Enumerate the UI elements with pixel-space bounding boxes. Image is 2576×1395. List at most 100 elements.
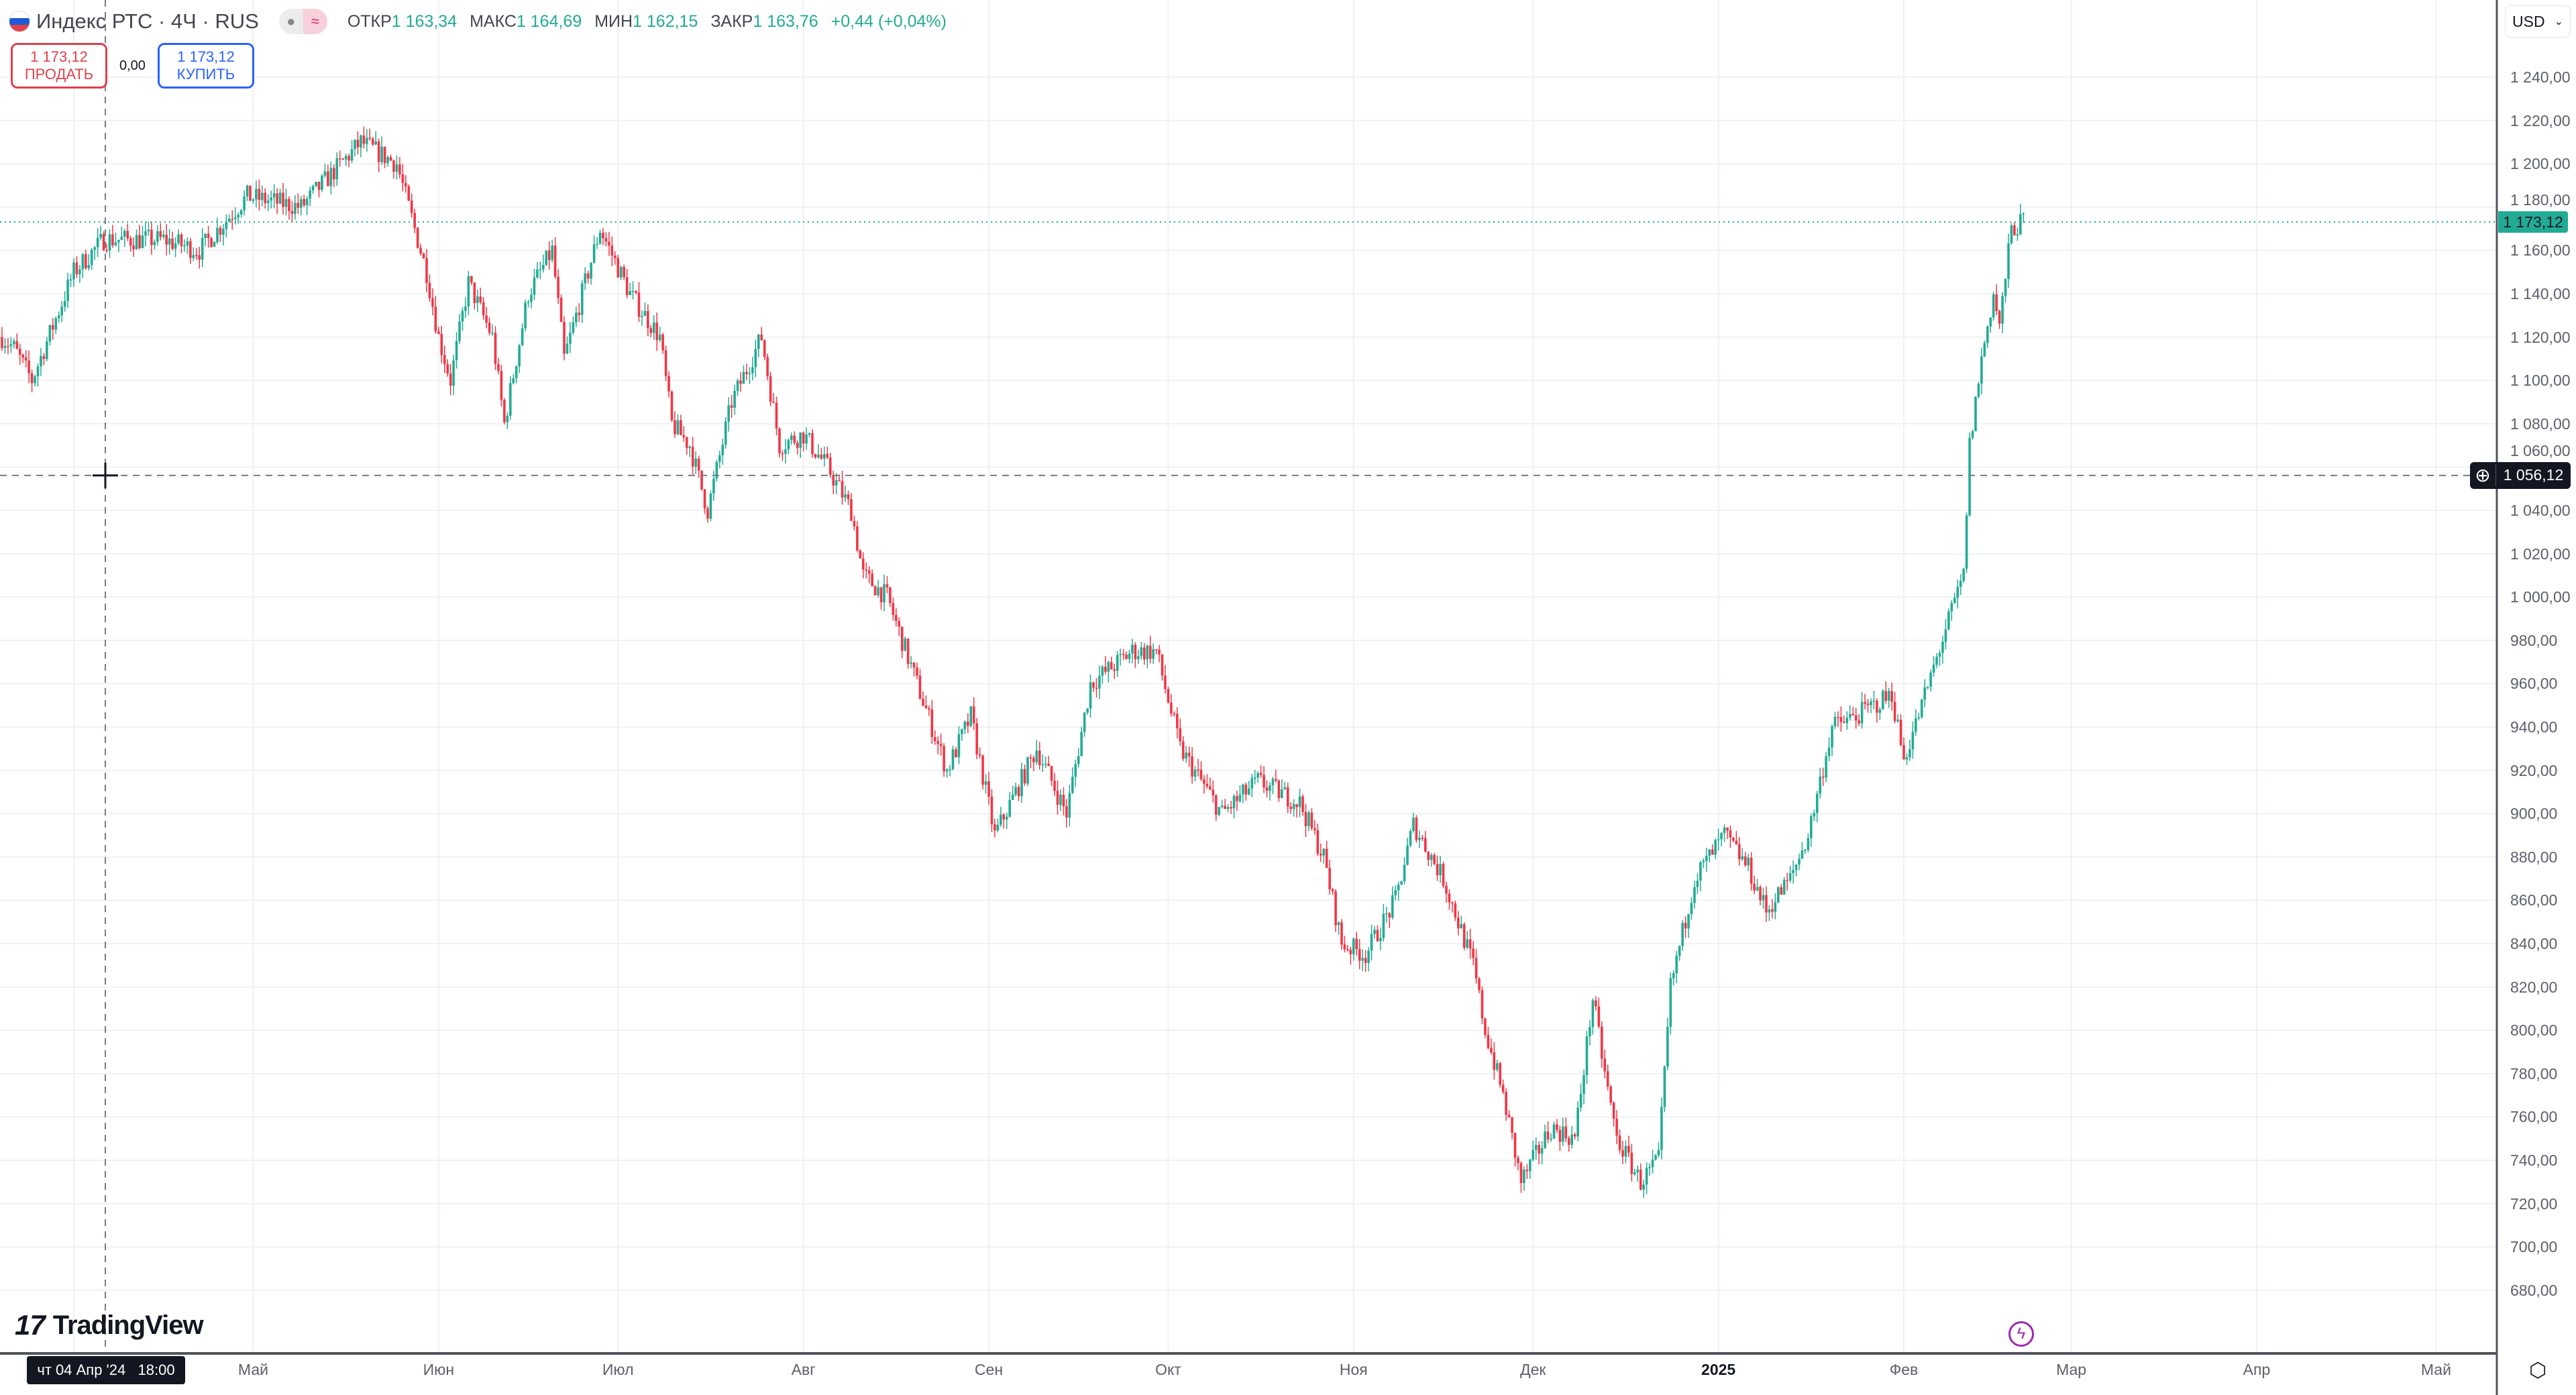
- candle: [1813, 810, 1816, 822]
- candle: [1474, 948, 1478, 984]
- candle: [1896, 714, 1899, 723]
- candle: [321, 174, 323, 192]
- candle: [808, 432, 811, 438]
- candle: [1532, 1140, 1535, 1162]
- candle: [1242, 783, 1244, 803]
- candle: [775, 396, 778, 436]
- candle: [790, 432, 793, 445]
- candle: [111, 225, 114, 248]
- candle: [66, 272, 69, 309]
- candle: [323, 164, 327, 178]
- candle: [48, 324, 52, 346]
- candle: [461, 307, 464, 331]
- candle: [1669, 972, 1672, 1035]
- currency-select[interactable]: USD ⌄: [2505, 5, 2571, 38]
- candle: [1205, 774, 1209, 789]
- price-tick-label: 1 040,00: [2510, 502, 2571, 519]
- candle: [473, 282, 476, 310]
- candle: [879, 586, 883, 610]
- candle: [1047, 755, 1050, 767]
- candle: [1890, 682, 1893, 711]
- candle: [575, 306, 578, 327]
- candle: [1947, 608, 1950, 630]
- candle: [1352, 937, 1355, 961]
- candle: [1893, 691, 1896, 724]
- candle: [237, 212, 239, 224]
- candle: [1148, 636, 1152, 663]
- tradingview-logo[interactable]: 17 TradingView: [15, 1309, 204, 1341]
- candle: [1992, 292, 1995, 321]
- time-tick-label: Мар: [2056, 1361, 2087, 1378]
- price-tick-label: 840,00: [2510, 935, 2558, 952]
- candle: [180, 232, 183, 254]
- candle: [1821, 767, 1825, 786]
- candle: [446, 359, 449, 377]
- close-value: 1 163,76: [753, 11, 818, 31]
- crosshair-cursor-icon: [93, 462, 118, 488]
- candle: [198, 247, 201, 269]
- chart-settings-icon[interactable]: ⬡: [2529, 1359, 2547, 1382]
- candle: [1621, 1141, 1624, 1164]
- candle: [1328, 859, 1331, 895]
- candle: [192, 247, 195, 262]
- candle: [1346, 945, 1349, 952]
- symbol-title[interactable]: Индекс РТС · 4Ч · RUS: [36, 9, 259, 33]
- candle: [559, 294, 563, 323]
- candle: [885, 576, 889, 594]
- low-label: МИН: [594, 11, 633, 31]
- candle: [401, 164, 405, 192]
- candle: [1364, 950, 1367, 972]
- last-price-label: 1 173,12: [2498, 211, 2568, 233]
- candle: [1804, 848, 1807, 854]
- candle: [1462, 922, 1466, 950]
- sell-button[interactable]: 1 173,12 ПРОДАТЬ: [11, 43, 107, 89]
- candle: [1000, 806, 1002, 828]
- candle: [1197, 759, 1199, 777]
- candle: [1161, 654, 1164, 681]
- candle: [1226, 803, 1230, 813]
- open-value: 1 163,34: [391, 11, 458, 31]
- candle: [1615, 1110, 1618, 1144]
- candle: [99, 225, 102, 241]
- candle: [272, 184, 276, 209]
- candle: [362, 126, 366, 149]
- price-tick-label: 1 180,00: [2510, 191, 2571, 209]
- status-pill[interactable]: ● ≈: [278, 9, 327, 34]
- price-tick-label: 700,00: [2510, 1238, 2558, 1256]
- crosshair-price: 1 056,12: [2503, 466, 2564, 484]
- candle: [793, 431, 796, 445]
- candle: [1959, 574, 1962, 596]
- candle: [1367, 947, 1370, 972]
- candles: [1, 126, 2025, 1198]
- price-tick-label: 720,00: [2510, 1194, 2558, 1213]
- candle: [1798, 853, 1801, 871]
- lightning-event-icon[interactable]: ϟ: [2008, 1321, 2034, 1347]
- candle: [93, 245, 97, 260]
- candle: [1457, 911, 1460, 936]
- candle: [335, 152, 339, 186]
- delayed-data-icon: ≈: [303, 9, 327, 34]
- candle: [1397, 881, 1400, 901]
- candle: [246, 184, 249, 201]
- add-alert-plus-icon[interactable]: ⊕: [2470, 464, 2496, 487]
- candle: [1238, 785, 1242, 803]
- candle: [1307, 810, 1310, 832]
- price-tick-label: 1 120,00: [2510, 328, 2571, 346]
- candle: [721, 439, 724, 465]
- candle: [1271, 777, 1275, 795]
- candle: [467, 271, 470, 315]
- candle: [1765, 886, 1768, 922]
- candle: [1899, 714, 1902, 746]
- candle: [733, 384, 736, 415]
- candle: [1681, 920, 1684, 951]
- candle: [278, 188, 282, 205]
- candle: [1499, 1061, 1502, 1088]
- candle: [2010, 223, 2013, 245]
- candle: [1544, 1124, 1546, 1150]
- buy-button[interactable]: 1 173,12 КУПИТЬ: [157, 43, 254, 89]
- candle: [60, 300, 63, 323]
- candle: [1214, 793, 1218, 821]
- candle: [1589, 1020, 1591, 1046]
- candle: [667, 371, 670, 398]
